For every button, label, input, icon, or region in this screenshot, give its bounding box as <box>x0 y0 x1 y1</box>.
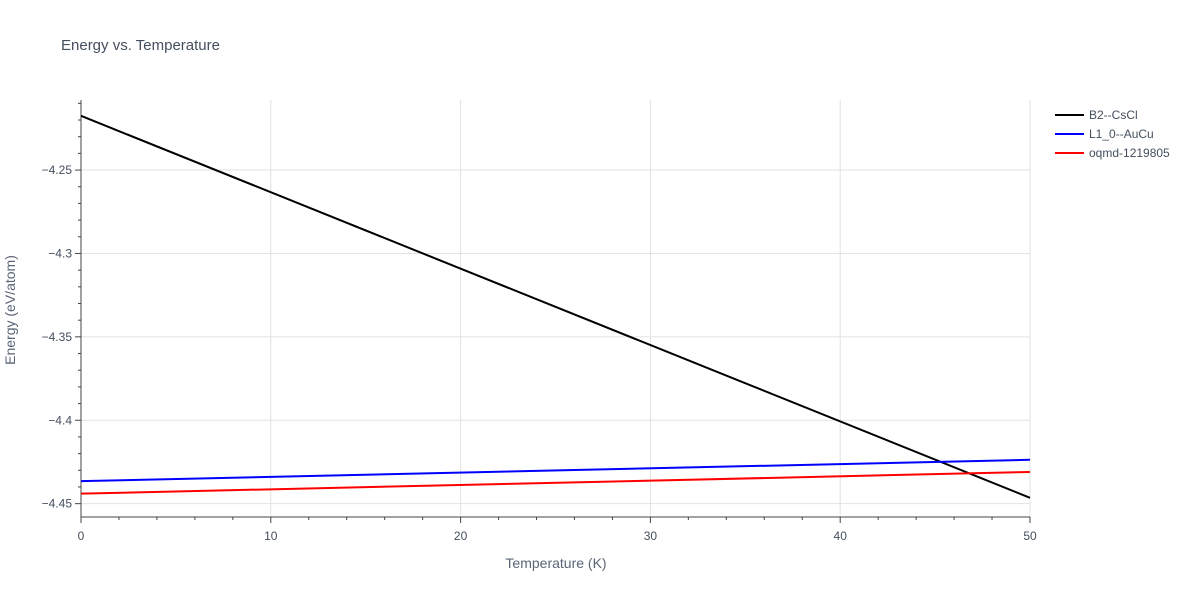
x-tick-label: 20 <box>454 529 468 543</box>
x-tick-labels: 0 10 20 30 40 50 <box>78 529 1037 543</box>
legend-label: B2--CsCl <box>1089 108 1138 122</box>
x-tick-label: 40 <box>834 529 848 543</box>
y-tick-label: −4.45 <box>42 497 73 511</box>
series-line-b2-cscl <box>80 114 1031 499</box>
x-tick-label: 50 <box>1023 529 1037 543</box>
series-line-l1-0-aucu <box>80 458 1031 483</box>
x-tick-label: 30 <box>644 529 658 543</box>
legend-label: oqmd-1219805 <box>1089 146 1170 160</box>
series-lines <box>80 114 1031 499</box>
x-axis-title: Temperature (K) <box>505 555 606 571</box>
grid-lines <box>81 100 1031 517</box>
axes <box>75 100 1031 523</box>
series-line-oqmd-1219805 <box>80 470 1031 495</box>
y-tick-label: −4.35 <box>42 330 73 344</box>
y-tick-label: −4.4 <box>48 413 72 427</box>
x-tick-label: 0 <box>78 529 85 543</box>
y-tick-label: −4.25 <box>42 163 73 177</box>
x-tick-label: 10 <box>264 529 278 543</box>
y-axis-title: Energy (eV/atom) <box>2 255 18 365</box>
legend: B2--CsCl L1_0--AuCu oqmd-1219805 <box>1055 108 1170 160</box>
legend-label: L1_0--AuCu <box>1089 127 1154 141</box>
chart-title: Energy vs. Temperature <box>61 37 220 54</box>
y-tick-labels: −4.25 −4.3 −4.35 −4.4 −4.45 <box>42 163 73 511</box>
y-tick-label: −4.3 <box>48 246 72 260</box>
